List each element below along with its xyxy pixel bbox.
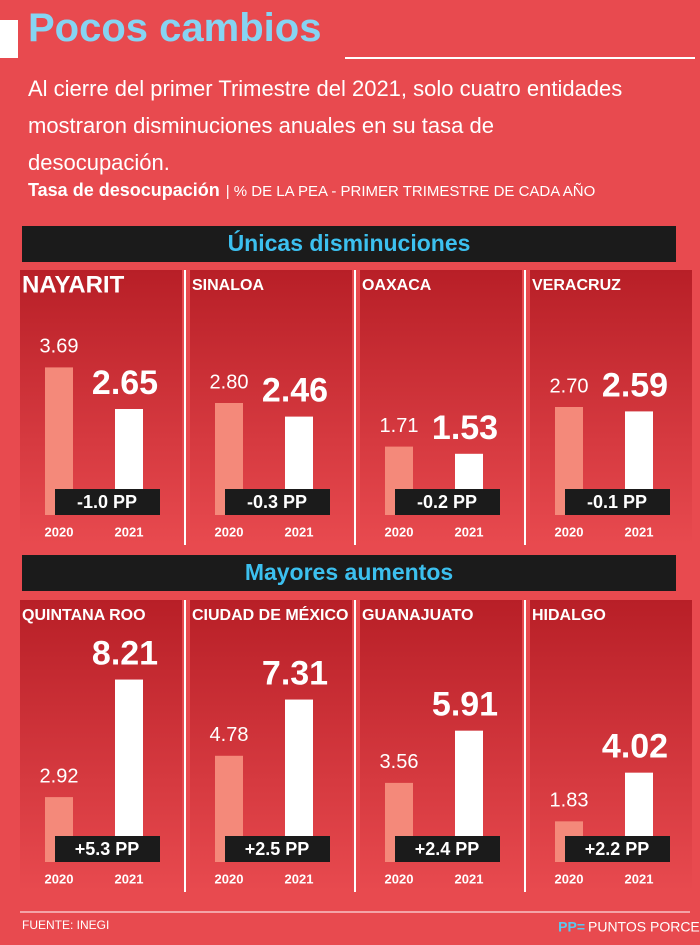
title-marker [0, 20, 18, 58]
panel-title: HIDALGO [532, 607, 606, 624]
panel-title: SINALOA [192, 277, 264, 294]
value-label-prev: 2.92 [40, 765, 79, 787]
pp-definition: PUNTOS PORCENTUALES [588, 919, 700, 935]
panel-title: QUINTANA ROO [22, 607, 146, 624]
chart-label-text: Tasa de desocupación [28, 180, 220, 200]
change-box [225, 489, 330, 515]
value-label-prev: 1.83 [550, 790, 589, 812]
x-tick-label: 2020 [45, 524, 74, 539]
change-box [55, 489, 160, 515]
change-label: -0.1 PP [587, 492, 647, 512]
value-label-current: 4.02 [602, 728, 668, 766]
x-tick-label: 2020 [555, 524, 584, 539]
value-label-current: 2.65 [92, 364, 158, 402]
panel-title: GUANAJUATO [362, 607, 473, 624]
change-label: -0.2 PP [417, 492, 477, 512]
x-tick-label: 2021 [625, 871, 654, 886]
value-label-current: 1.53 [432, 409, 498, 447]
x-tick-label: 2020 [215, 871, 244, 886]
source: FUENTE: INEGI [22, 918, 109, 932]
x-tick-label: 2020 [45, 871, 74, 886]
value-label-current: 7.31 [262, 655, 328, 693]
bar [115, 679, 143, 862]
change-box [55, 836, 160, 862]
change-box [395, 489, 500, 515]
chart-label: Tasa de desocupación | % DE LA PEA - PRIM… [28, 180, 595, 201]
panel-title: CIUDAD DE MÉXICO [192, 605, 348, 624]
value-label-prev: 2.70 [550, 375, 589, 397]
change-label: +2.2 PP [585, 839, 650, 859]
panel-title: VERACRUZ [532, 277, 621, 294]
title: Pocos cambios [28, 6, 322, 50]
change-label: +2.5 PP [245, 839, 310, 859]
change-label: +2.4 PP [415, 839, 480, 859]
change-box [395, 836, 500, 862]
panel-title: NAYARIT [22, 271, 125, 298]
x-tick-label: 2021 [455, 524, 484, 539]
change-box [225, 836, 330, 862]
section-bar [22, 555, 676, 591]
x-tick-label: 2021 [115, 524, 144, 539]
panel-title: OAXACA [362, 277, 432, 294]
change-label: -1.0 PP [77, 492, 137, 512]
change-box [565, 489, 670, 515]
x-tick-label: 2020 [555, 871, 584, 886]
change-label: +5.3 PP [75, 839, 140, 859]
section-bar [22, 226, 676, 262]
x-tick-label: 2020 [385, 871, 414, 886]
x-tick-label: 2021 [115, 871, 144, 886]
bar [285, 699, 313, 862]
x-tick-label: 2020 [385, 524, 414, 539]
value-label-prev: 4.78 [210, 724, 249, 746]
value-label-prev: 3.69 [40, 336, 79, 358]
x-tick-label: 2021 [455, 871, 484, 886]
section-title: Únicas disminuciones [228, 229, 471, 256]
value-label-current: 2.46 [262, 372, 328, 410]
chart-unit: | % DE LA PEA - PRIMER TRIMESTRE DE CADA… [225, 183, 596, 200]
x-tick-label: 2020 [215, 524, 244, 539]
value-label-prev: 1.71 [380, 415, 419, 437]
x-tick-label: 2021 [285, 871, 314, 886]
value-label-current: 8.21 [92, 635, 158, 673]
subtitle: Al cierre del primer Trimestre del 2021,… [28, 76, 623, 175]
value-label-current: 5.91 [432, 686, 498, 724]
value-label-prev: 2.80 [210, 371, 249, 393]
section-title: Mayores aumentos [245, 559, 453, 585]
value-label-current: 2.59 [602, 366, 668, 404]
value-label-prev: 3.56 [380, 751, 419, 773]
change-box [565, 836, 670, 862]
pp-key: PP= [558, 919, 585, 935]
change-label: -0.3 PP [247, 492, 307, 512]
x-tick-label: 2021 [285, 524, 314, 539]
x-tick-label: 2021 [625, 524, 654, 539]
